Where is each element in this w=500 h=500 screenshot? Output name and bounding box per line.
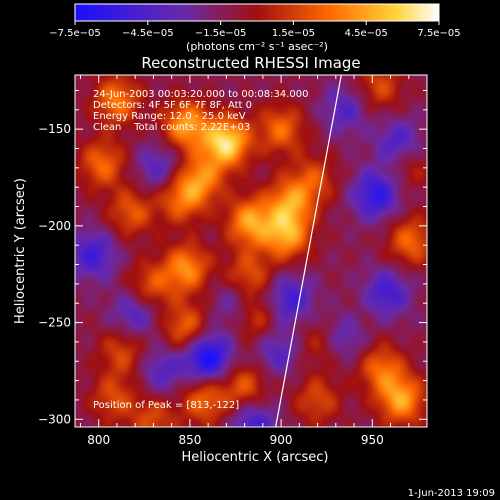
- solar-limb-line: [275, 75, 342, 427]
- y-axis-ticks: −150 −200 −250 −300: [38, 89, 427, 426]
- y-tick-label: −150: [38, 122, 71, 136]
- colorbar-tick-label: 4.5e−05: [345, 28, 388, 39]
- x-tick-label: 800: [87, 433, 110, 447]
- heatmap-image: [75, 75, 427, 427]
- colorbar-unit: (photons cm⁻² s⁻¹ asec⁻²): [186, 40, 328, 53]
- peak-position-label: Position of Peak = [813,-122]: [93, 400, 239, 411]
- x-tick-label: 950: [361, 433, 384, 447]
- x-tick-label: 900: [270, 433, 293, 447]
- annotation-clean-counts: Clean Total counts: 2.22E+03: [93, 122, 250, 133]
- y-tick-label: −250: [38, 316, 71, 330]
- colorbar-tick-label: 1.5e−05: [272, 28, 315, 39]
- colorbar-tick-label: −1.5e−05: [195, 28, 247, 39]
- y-tick-label: −200: [38, 219, 71, 233]
- y-axis-label: Heliocentric Y (arcsec): [13, 178, 28, 324]
- plot-frame: [74, 74, 428, 428]
- annotation-energy: Energy Range: 12.0 - 25.0 keV: [93, 111, 246, 122]
- x-axis-label: Heliocentric X (arcsec): [182, 450, 329, 465]
- annotation-detectors: Detectors: 4F 5F 6F 7F 8F, Att 0: [93, 100, 252, 111]
- x-tick-label: 850: [178, 433, 201, 447]
- x-axis-ticks: 800 850 900 950: [79, 75, 410, 447]
- colorbar-ticks: −7.5e−05 −4.5e−05 −1.5e−05 1.5e−05 4.5e−05 7.…: [49, 21, 461, 39]
- colorbar-tick-label: −4.5e−05: [122, 28, 174, 39]
- footer-timestamp: 1-Jun-2013 19:09: [408, 488, 495, 499]
- colorbar-tick-label: 7.5e−05: [417, 28, 460, 39]
- chart-title: Reconstructed RHESSI Image: [141, 54, 360, 72]
- colorbar: [74, 3, 440, 22]
- y-tick-label: −300: [38, 412, 71, 426]
- annotation-time-range: 24-Jun-2003 00:03:20.000 to 00:08:34.000: [93, 89, 309, 100]
- colorbar-tick-label: −7.5e−05: [49, 28, 101, 39]
